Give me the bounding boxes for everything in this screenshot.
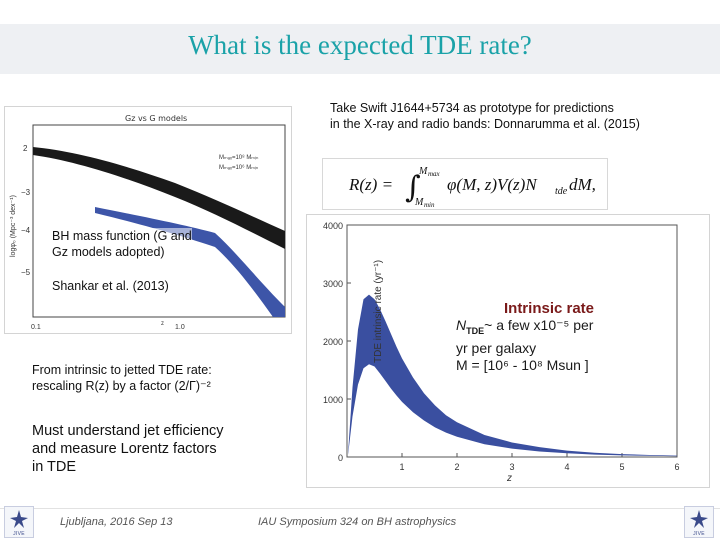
slide-title: What is the expected TDE rate? — [188, 30, 532, 60]
jet-line1: Must understand jet efficiency — [32, 423, 224, 439]
bh-mass-line1: BH mass function (G and — [52, 229, 192, 243]
left-ytick-2: −3 — [21, 188, 31, 197]
rate-xtick-label: 3 — [509, 462, 514, 472]
shankar-citation: Shankar et al. (2013) — [52, 278, 169, 294]
jet-line3: in TDE — [32, 459, 77, 475]
bh-mass-line2: Gz models adopted) — [52, 245, 165, 259]
intrinsic-rate-line1: NTDE~ a few x10⁻⁵ per — [456, 317, 642, 340]
bh-mass-function-plot: Gz vs G models 2 −3 −4 −5 logφ₀ (Mpc⁻³ d… — [4, 106, 292, 334]
left-xtick-1: 0.1 — [31, 324, 41, 331]
rate-xtick-label: 1 — [399, 462, 404, 472]
rate-ytick-label: 1000 — [323, 395, 343, 405]
rate-formula-svg: R(z) = ∫ M max M min φ(M, z)V(z)N tde dM… — [348, 166, 596, 209]
jive-label-right: JIVE — [693, 531, 705, 537]
rescaling-line2: rescaling R(z) by a factor (2/Γ)⁻² — [32, 379, 211, 393]
rate-formula: R(z) = ∫ M max M min φ(M, z)V(z)N tde dM… — [322, 158, 608, 210]
rate-band-area — [348, 294, 677, 457]
rescaling-line1: From intrinsic to jetted TDE rate: — [32, 363, 212, 377]
rate-ytick-label: 0 — [338, 453, 343, 463]
left-black-band — [33, 147, 285, 249]
jet-line2: and measure Lorentz factors — [32, 441, 217, 457]
rate-xtick-label: 4 — [564, 462, 569, 472]
rate-ytick-label: 2000 — [323, 337, 343, 347]
rate-xlabel: z — [506, 473, 512, 484]
formula-body-sub: tde — [555, 186, 568, 197]
left-plot-header: Gz vs G models — [125, 114, 187, 123]
formula-upper: M — [418, 166, 428, 177]
left-ytick-4: −5 — [21, 268, 31, 277]
footer-conference: IAU Symposium 324 on BH astrophysics — [258, 516, 457, 528]
formula-upper-sub: max — [428, 170, 441, 178]
tde-rate-svg: 0 1000 2000 3000 4000 1 2 3 4 5 6 TDE intrinsic ra… — [323, 221, 680, 484]
rate-xtick-label: 5 — [619, 462, 624, 472]
rate-ylabel: TDE intrinsic rate (yr⁻¹) — [373, 260, 384, 363]
bh-mass-function-svg: Gz vs G models 2 −3 −4 −5 logφ₀ (Mpc⁻³ d… — [10, 114, 286, 331]
formula-body: φ(M, z)V(z)N — [447, 175, 538, 194]
jive-star-icon-right — [690, 510, 708, 528]
left-legend-2: Mₘₐₓ=10⁶ Mₘᵢₙ — [219, 164, 259, 171]
jive-logo-right: JIVE — [684, 506, 714, 538]
left-ytick-3: −4 — [21, 226, 31, 235]
footer-location-date: Ljubljana, 2016 Sep 13 — [60, 516, 173, 528]
prototype-note-line1: Take Swift J1644+5734 as prototype for p… — [330, 101, 614, 115]
left-plot-xlabel: z — [161, 321, 164, 327]
tde-rate-chart: 0 1000 2000 3000 4000 1 2 3 4 5 6 TDE intrinsic ra… — [306, 214, 710, 488]
intrinsic-rate-line3: M = [10⁶ - 10⁸ Msun ] — [456, 356, 589, 373]
formula-lhs: R(z) = — [348, 175, 393, 194]
formula-tail: dM, — [569, 175, 596, 194]
left-legend-1: Mₘₐₓ=10⁸ Mₘᵢₙ — [219, 154, 259, 161]
jive-label-left: JIVE — [13, 531, 25, 537]
jet-efficiency-note: Must understand jet efficiency and measu… — [32, 422, 224, 476]
rescaling-note: From intrinsic to jetted TDE rate: resca… — [32, 362, 212, 394]
jive-logo-left: JIVE — [4, 506, 34, 538]
title-band — [0, 24, 720, 74]
rate-xtick-label: 2 — [454, 462, 459, 472]
intrinsic-rate-line2: yr per galaxy — [456, 339, 537, 356]
intrinsic-rate-heading: Intrinsic rate — [503, 300, 595, 317]
left-plot-frame — [32, 124, 286, 318]
jive-star-icon-left — [10, 510, 28, 528]
left-xtick-2: 1.0 — [175, 324, 185, 331]
intrinsic-rate-n: N — [456, 317, 467, 333]
prototype-note-line2: in the X-ray and radio bands: Donnarumma… — [330, 117, 640, 131]
rate-ytick-label: 3000 — [323, 279, 343, 289]
formula-integral: ∫ — [405, 170, 421, 205]
footer-divider — [0, 508, 720, 509]
prototype-note: Take Swift J1644+5734 as prototype for p… — [330, 100, 640, 132]
rate-ytick-label: 4000 — [323, 221, 343, 231]
left-ytick-1: 2 — [23, 144, 28, 153]
formula-lower-sub: min — [424, 201, 435, 209]
rate-xtick-label: 6 — [674, 462, 679, 472]
left-plot-ylabel: logφ₀ (Mpc⁻³ dex⁻¹) — [10, 195, 17, 257]
intrinsic-rate-box: Intrinsic rate NTDE~ a few x10⁻⁵ per yr … — [456, 300, 642, 374]
intrinsic-rate-sub: TDE — [466, 325, 485, 336]
bh-mass-label: BH mass function (G and Gz models adopte… — [52, 228, 192, 260]
formula-lower: M — [414, 197, 424, 208]
intrinsic-rate-rest: ~ a few x10⁻⁵ per — [484, 317, 594, 333]
